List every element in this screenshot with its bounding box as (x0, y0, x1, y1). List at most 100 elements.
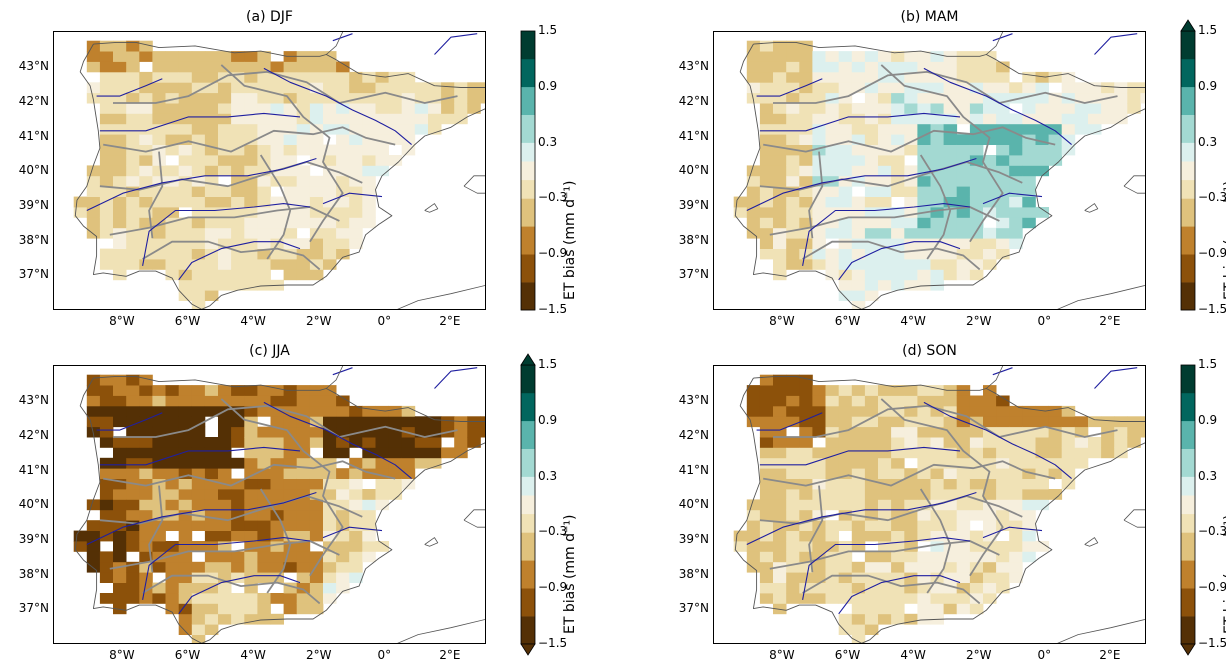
grid-cell (930, 426, 944, 438)
grid-cell (825, 51, 839, 62)
colorbar-outline (520, 30, 536, 311)
grid-cell (165, 113, 179, 125)
grid-cell (309, 71, 324, 83)
longitude-tick-label: 6°W (834, 314, 861, 328)
grid-cell (113, 61, 127, 73)
grid-cell (983, 155, 997, 166)
grid-cell (414, 447, 429, 459)
grid-cell (283, 113, 298, 125)
grid-cell (362, 447, 376, 459)
river (86, 491, 317, 545)
grid-cell (191, 92, 206, 104)
grid-cell (943, 165, 958, 177)
grid-cell (786, 123, 800, 135)
grid-cell (257, 61, 271, 73)
grid-cell (126, 385, 140, 396)
grid-cell (878, 123, 892, 135)
grid-cell (917, 457, 931, 469)
grid-cell (99, 499, 114, 511)
colorbar-tick-label: −0.9 (1198, 246, 1226, 261)
grid-cell (773, 175, 787, 187)
bias-map (733, 32, 1145, 309)
grid-cell (786, 217, 800, 229)
grid-cell (812, 426, 826, 438)
grid-cell (838, 123, 853, 135)
grid-cell (746, 92, 761, 104)
grid-cell (1088, 447, 1102, 459)
grid-cell (1022, 551, 1036, 563)
grid-cell (825, 395, 839, 407)
grid-cell (231, 478, 245, 490)
grid-cell (851, 155, 866, 166)
grid-cell (864, 405, 879, 417)
grid-cell (99, 144, 114, 156)
grid-cell (864, 51, 879, 62)
grid-cell (891, 61, 905, 73)
grid-cell (1009, 217, 1023, 229)
grid-cell (746, 499, 761, 511)
grid-cell (296, 468, 311, 479)
island-outline (463, 509, 485, 528)
coastline (1145, 385, 1146, 421)
grid-cell (851, 123, 866, 135)
grid-cell (759, 92, 774, 104)
grid-cell (759, 165, 774, 177)
grid-cell (244, 71, 258, 83)
grid-cell (218, 572, 232, 583)
grid-cell (943, 123, 958, 135)
grid-cell (428, 103, 442, 114)
grid-cell (917, 259, 931, 270)
grid-cell (178, 82, 193, 94)
grid-cell (969, 405, 984, 417)
grid-cell (336, 71, 350, 83)
grid-cell (812, 416, 826, 428)
grid-cell (139, 165, 153, 177)
grid-cell (139, 405, 153, 417)
grid-cell (139, 227, 153, 239)
grid-cell (126, 426, 140, 438)
grid-cell (864, 489, 879, 500)
grid-cell (891, 457, 905, 469)
coastline (74, 41, 485, 309)
grid-cell (969, 603, 984, 615)
grid-cell (799, 134, 813, 145)
grid-cell (864, 561, 879, 573)
grid-cell (825, 499, 839, 511)
grid-cell (270, 248, 284, 260)
grid-cell (759, 207, 774, 218)
grid-cell (165, 134, 179, 145)
grid-cell (244, 134, 258, 145)
grid-cell (178, 385, 193, 396)
grid-cell (930, 196, 944, 208)
grid-cell (1035, 134, 1049, 145)
grid-cell (812, 457, 826, 469)
grid-cell (1114, 437, 1128, 448)
grid-cell (113, 269, 127, 281)
river (322, 526, 383, 539)
grid-cell (283, 103, 298, 114)
grid-cell (113, 134, 127, 145)
latitude-tick-label: 39°N (678, 532, 709, 547)
colorbar-tick-label: −0.3 (538, 190, 568, 205)
grid-cell (375, 113, 389, 125)
grid-cell (825, 248, 839, 260)
grid-cell (825, 186, 839, 197)
grid-cell (956, 541, 971, 552)
grid-cell (401, 416, 416, 428)
grid-cell (204, 92, 219, 104)
grid-cell (838, 113, 853, 125)
grid-cell (257, 613, 271, 625)
grid-cell (1022, 447, 1036, 459)
grid-cell (270, 259, 284, 270)
grid-cell (218, 437, 232, 448)
grid-cell (204, 248, 219, 260)
grid-cell (218, 613, 232, 625)
colorbar-segment (1181, 86, 1195, 115)
basin-boundary (148, 485, 164, 573)
grid-cell (178, 51, 193, 62)
grid-cell (917, 217, 931, 229)
grid-cell (825, 582, 839, 594)
grid-cell (165, 405, 179, 417)
grid-cell (917, 82, 931, 94)
grid-cell (1035, 478, 1049, 490)
